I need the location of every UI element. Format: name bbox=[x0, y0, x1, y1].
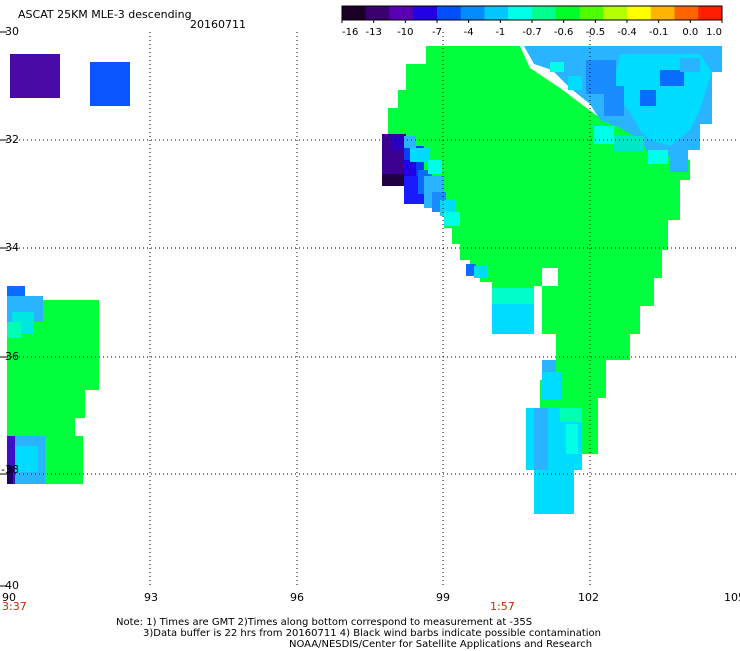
lon-label: 90 bbox=[2, 591, 16, 604]
colorbar-segment bbox=[650, 6, 675, 20]
lat-label: -40 bbox=[1, 579, 19, 592]
swath-cell bbox=[614, 136, 644, 152]
swath-cell bbox=[640, 90, 656, 106]
swath-cell bbox=[7, 436, 15, 484]
swath-cell bbox=[404, 160, 416, 178]
colorbar-tick-label: -0.5 bbox=[586, 27, 606, 38]
swath-cell bbox=[612, 54, 712, 146]
swath-cell bbox=[542, 372, 562, 400]
colorbar-tick-label: -0.6 bbox=[554, 27, 574, 38]
swath-cell bbox=[594, 126, 614, 144]
swath-gap bbox=[542, 268, 558, 286]
colorbar-segment bbox=[389, 6, 414, 20]
colorbar-tick-label: 1.0 bbox=[706, 27, 722, 38]
lon-label: 93 bbox=[144, 591, 158, 604]
footer-credit: NOAA/NESDIS/Center for Satellite Applica… bbox=[289, 639, 593, 650]
colorbar-segment bbox=[342, 6, 367, 20]
swath-cell bbox=[444, 212, 460, 226]
swath-cell bbox=[534, 470, 574, 514]
colorbar-segment bbox=[603, 6, 628, 20]
swath-cell bbox=[604, 86, 624, 116]
colorbar bbox=[341, 5, 723, 21]
lon-label: 99 bbox=[436, 591, 450, 604]
colorbar-tick-label: -13 bbox=[365, 27, 381, 38]
swath-cell bbox=[660, 70, 684, 86]
colorbar-segment bbox=[413, 6, 438, 20]
colorbar-segment bbox=[555, 6, 580, 20]
legend-square-right bbox=[90, 62, 130, 106]
swath-cell bbox=[392, 136, 406, 150]
swath-cell bbox=[7, 466, 13, 484]
swath-cell bbox=[7, 390, 85, 418]
swath-cell bbox=[7, 322, 21, 338]
colorbar-segment bbox=[532, 6, 557, 20]
swath-cell bbox=[410, 148, 430, 162]
axis-ticks bbox=[0, 31, 7, 587]
swath-cell bbox=[534, 408, 548, 470]
colorbar-tick-label: -0.1 bbox=[649, 27, 669, 38]
swath-cell bbox=[492, 304, 534, 334]
swath-cell bbox=[492, 288, 534, 306]
map-title: ASCAT 25KM MLE-3 descending bbox=[18, 8, 192, 21]
swath-cell bbox=[568, 76, 582, 90]
colorbar-segment bbox=[579, 6, 604, 20]
footer-note-line1: Note: 1) Times are GMT 2)Times along bot… bbox=[116, 617, 533, 628]
swath-cell bbox=[14, 446, 38, 472]
lat-label: -32 bbox=[1, 133, 19, 146]
lon-label: 96 bbox=[290, 591, 304, 604]
swath-cell bbox=[474, 266, 488, 278]
swath-cell bbox=[648, 150, 668, 164]
swath-cell bbox=[582, 408, 598, 454]
colorbar-tick-label: -7 bbox=[432, 27, 442, 38]
colorbar-tick-label: -0.7 bbox=[522, 27, 542, 38]
colorbar-segment bbox=[437, 6, 462, 20]
swath-cell bbox=[566, 424, 578, 454]
graticule-lines bbox=[7, 32, 736, 588]
time-label-left: 3:37 bbox=[2, 600, 27, 613]
lat-label: -30 bbox=[1, 25, 19, 38]
lat-label: -34 bbox=[1, 241, 19, 254]
swath-cell bbox=[382, 174, 406, 186]
colorbar-tick-labels: -16 -13 -10 -7 -4 -1 -0.7 -0.6 -0.5 -0.4 -0.1 0.0 1.… bbox=[341, 20, 723, 38]
wind-swath bbox=[7, 46, 722, 514]
colorbar-tick-label: -4 bbox=[464, 27, 474, 38]
swath-cell bbox=[7, 418, 75, 438]
colorbar-tick-label: 0.0 bbox=[682, 27, 698, 38]
colorbar-segment bbox=[460, 6, 485, 20]
swath-cell bbox=[550, 62, 564, 72]
colorbar-segment bbox=[674, 6, 699, 20]
legend-square-left bbox=[10, 54, 60, 98]
swath-cell bbox=[404, 136, 416, 148]
swath-cell bbox=[680, 58, 700, 72]
lat-label: -38 bbox=[1, 463, 19, 476]
lon-label: 105 bbox=[724, 591, 740, 604]
footer-note-line2: 3)Data buffer is 22 hrs from 20160711 4)… bbox=[143, 628, 601, 639]
colorbar-tick-label: -10 bbox=[397, 27, 413, 38]
colorbar-tick-label: -0.4 bbox=[617, 27, 637, 38]
colorbar-segment bbox=[365, 6, 390, 20]
colorbar-segment bbox=[508, 6, 533, 20]
map-date: 20160711 bbox=[190, 18, 246, 31]
swath-cell bbox=[560, 408, 582, 422]
swath-cell bbox=[466, 264, 476, 276]
time-label-center: 1:57 bbox=[490, 600, 515, 613]
colorbar-tick-label: -1 bbox=[495, 27, 505, 38]
colorbar-tick-label: -16 bbox=[342, 27, 358, 38]
swath-cell bbox=[428, 160, 442, 174]
lat-label: -36 bbox=[1, 350, 19, 363]
colorbar-segment bbox=[484, 6, 509, 20]
lon-label: 102 bbox=[578, 591, 599, 604]
colorbar-segment bbox=[698, 6, 723, 20]
colorbar-segment bbox=[627, 6, 652, 20]
